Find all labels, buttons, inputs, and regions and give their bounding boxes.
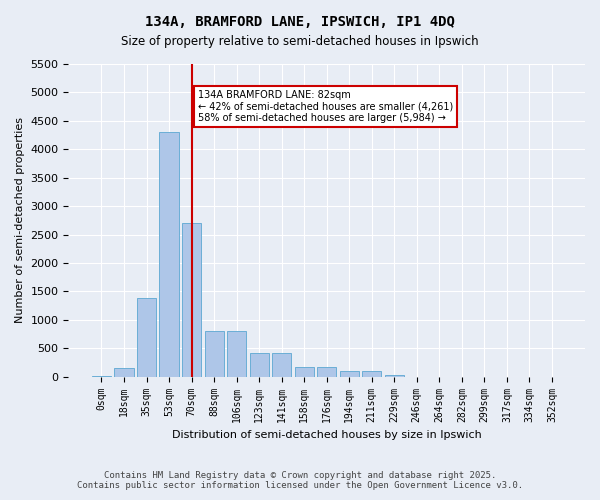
Bar	[295, 367, 314, 376]
Bar	[317, 367, 336, 376]
Bar	[362, 371, 382, 376]
Text: 134A BRAMFORD LANE: 82sqm
← 42% of semi-detached houses are smaller (4,261)
58% : 134A BRAMFORD LANE: 82sqm ← 42% of semi-…	[199, 90, 454, 123]
Bar	[227, 331, 246, 376]
Bar	[250, 353, 269, 376]
Text: Contains HM Land Registry data © Crown copyright and database right 2025.
Contai: Contains HM Land Registry data © Crown c…	[77, 470, 523, 490]
Bar	[182, 223, 201, 376]
X-axis label: Distribution of semi-detached houses by size in Ipswich: Distribution of semi-detached houses by …	[172, 430, 482, 440]
Y-axis label: Number of semi-detached properties: Number of semi-detached properties	[15, 118, 25, 324]
Text: 134A, BRAMFORD LANE, IPSWICH, IP1 4DQ: 134A, BRAMFORD LANE, IPSWICH, IP1 4DQ	[145, 15, 455, 29]
Bar	[137, 298, 156, 376]
Bar	[340, 371, 359, 376]
Bar	[385, 375, 404, 376]
Text: Size of property relative to semi-detached houses in Ipswich: Size of property relative to semi-detach…	[121, 35, 479, 48]
Bar	[272, 353, 291, 376]
Bar	[205, 331, 224, 376]
Bar	[115, 368, 134, 376]
Bar	[160, 132, 179, 376]
